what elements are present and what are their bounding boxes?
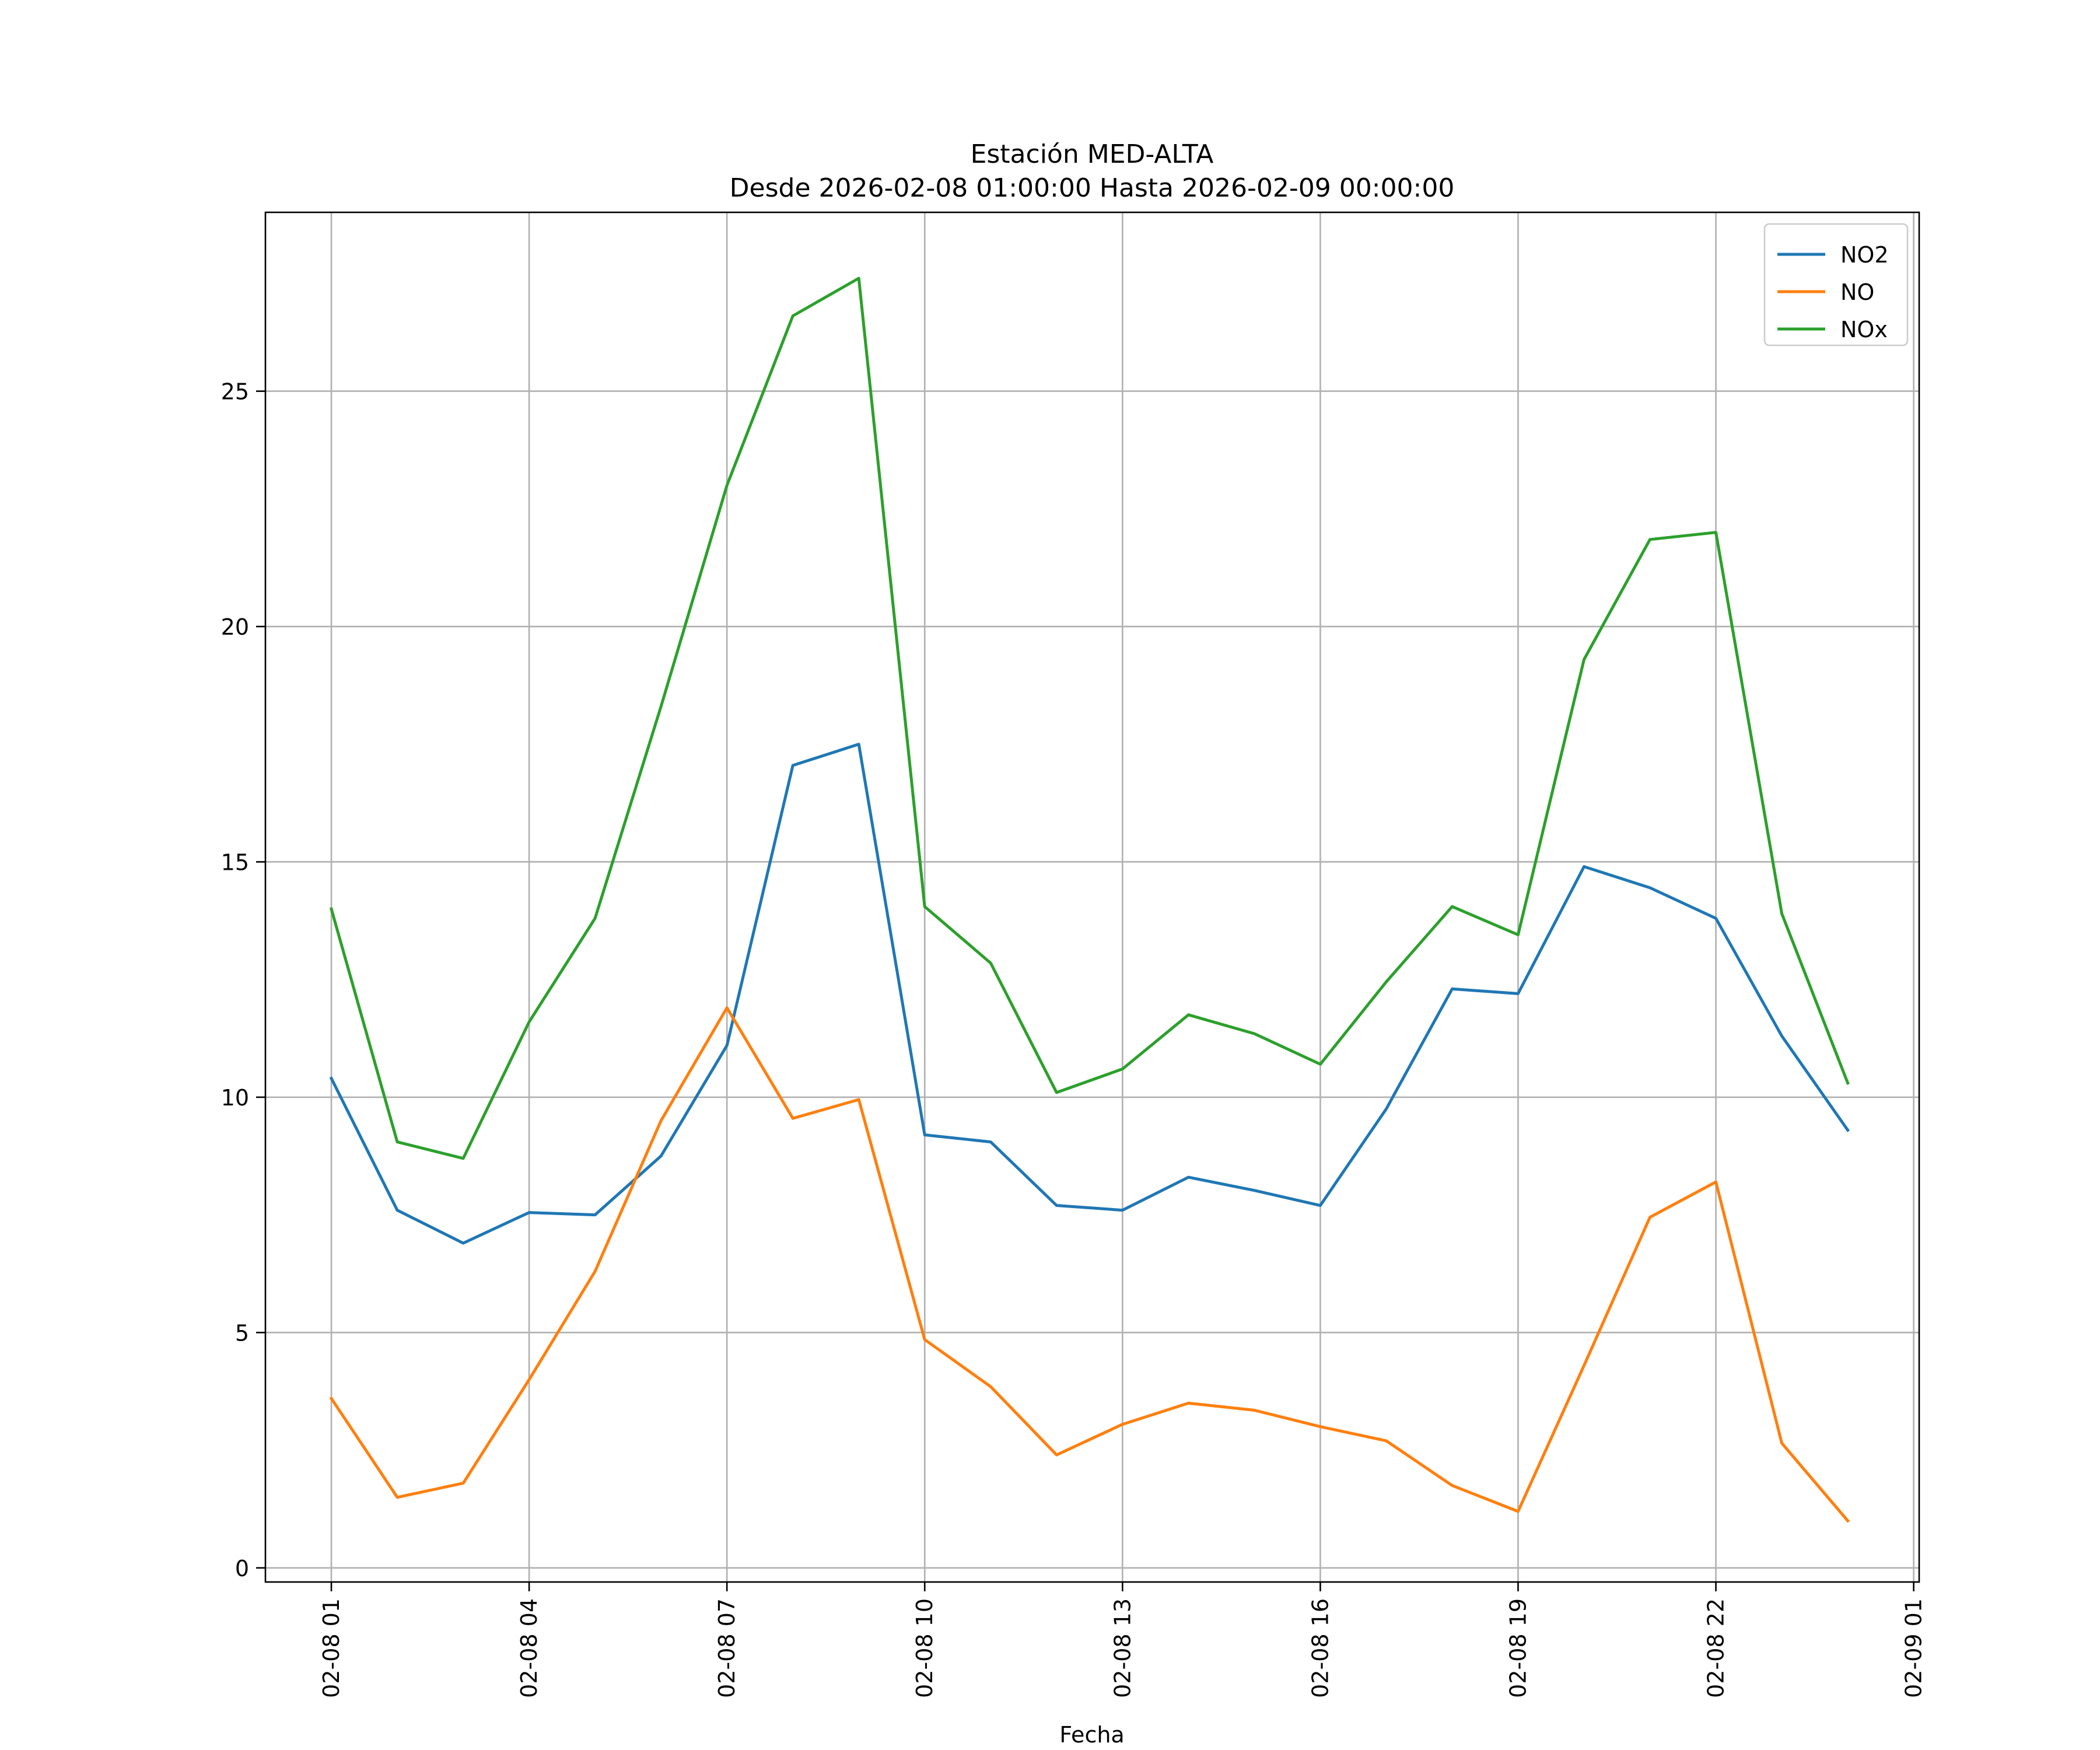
x-tick-label: 02-08 04 <box>516 1598 542 1698</box>
x-tick-label: 02-09 01 <box>1901 1598 1927 1698</box>
axis-ticks: 02-08 01 02-08 04 02-08 07 02-08 10 02-08 13… <box>221 379 1927 1698</box>
x-tick-label: 02-08 07 <box>714 1598 740 1698</box>
legend-label-no2: NO2 <box>1840 242 1889 268</box>
x-tick-label: 02-08 16 <box>1307 1598 1333 1698</box>
chart-subtitle: Desde 2026-02-08 01:00:00 Hasta 2026-02-… <box>730 173 1455 203</box>
x-tick-label: 02-08 10 <box>912 1598 937 1698</box>
legend: NO2 NO NOx <box>1763 223 1909 346</box>
y-tick-label: 10 <box>221 1085 249 1111</box>
y-tick-label: 0 <box>235 1556 249 1581</box>
x-axis-label: Fecha <box>1059 1722 1124 1748</box>
legend-label-nox: NOx <box>1840 317 1888 342</box>
series-line-nox <box>329 276 1850 1160</box>
y-tick-label: 15 <box>221 849 249 875</box>
y-tick-label: 25 <box>221 379 249 405</box>
x-tick-label: 02-08 19 <box>1505 1598 1531 1698</box>
series-line-no <box>329 1006 1850 1523</box>
chart-title: Estación MED-ALTA <box>971 139 1214 169</box>
series-line-no2 <box>329 743 1850 1245</box>
legend-label-no: NO <box>1840 279 1874 305</box>
x-tick-label: 02-08 22 <box>1703 1598 1729 1698</box>
series-lines <box>329 276 1850 1523</box>
x-tick-label: 02-08 01 <box>318 1598 344 1698</box>
plot-frame <box>264 211 1920 1583</box>
y-tick-label: 20 <box>221 614 249 640</box>
x-tick-label: 02-08 13 <box>1110 1598 1135 1698</box>
y-tick-label: 5 <box>235 1320 249 1346</box>
grid <box>265 212 1919 1582</box>
